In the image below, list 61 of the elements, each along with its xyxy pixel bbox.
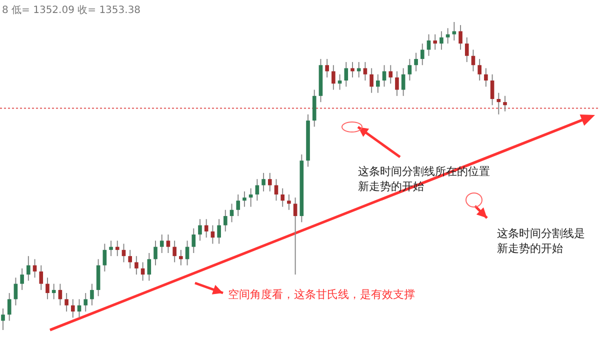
candlestick: [154, 240, 158, 266]
candlestick: [401, 68, 406, 96]
candlestick: [198, 218, 202, 242]
candlestick: [242, 190, 246, 208]
candlestick: [46, 277, 50, 300]
candlestick: [64, 292, 68, 312]
candlestick: [70, 298, 75, 318]
candlestick: [109, 240, 113, 257]
candlestick: [115, 240, 120, 257]
candlestick: [363, 62, 368, 82]
candlestick: [280, 188, 284, 208]
candlestick: [332, 64, 336, 90]
candlestick: [350, 62, 354, 78]
candlestick: [490, 74, 494, 106]
candlestick: [134, 256, 138, 276]
candlestick: [274, 178, 278, 202]
candlestick: [192, 228, 196, 254]
candlestick: [1, 308, 5, 330]
candlestick: [255, 178, 260, 202]
candlestick: [452, 22, 456, 41]
candlestick: [179, 249, 183, 266]
candlestick: [478, 58, 482, 82]
candlestick: [408, 58, 412, 82]
candlestick: [268, 172, 272, 192]
candlestick: [166, 234, 170, 254]
candlestick: [356, 62, 361, 78]
candlestick: [464, 36, 469, 63]
candlestick: [39, 264, 44, 290]
candlestick: [440, 30, 444, 50]
candlestick: [420, 43, 424, 66]
candlestick: [458, 24, 462, 50]
candlestick: [376, 74, 380, 94]
candlestick: [325, 58, 329, 78]
candlestick: [262, 172, 266, 192]
candlestick: [172, 240, 176, 263]
annotation: 这条时间分割线是新走势的开始: [497, 227, 585, 255]
candlestick: [147, 252, 152, 282]
candlestick: [7, 292, 12, 322]
candlestick: [128, 249, 132, 269]
candlestick: [344, 62, 348, 88]
candlestick: [433, 34, 438, 50]
candlestick: [496, 92, 501, 115]
candlestick: [102, 243, 107, 272]
candlestick: [395, 70, 399, 96]
candlestick: [293, 197, 298, 276]
annotation: 空间角度看，这条甘氏线，是有效支撑: [228, 288, 415, 301]
candlestick: [217, 218, 221, 244]
candlestick: [388, 64, 393, 84]
candlestick: [414, 52, 418, 72]
candlestick: [503, 95, 507, 112]
text: 8 低= 1352.09 收= 1353.38: [2, 5, 141, 16]
candlestick: [224, 209, 228, 232]
candlestick: [26, 256, 30, 282]
candlestick: [287, 194, 291, 210]
candlestick: [90, 283, 94, 306]
candlestick: [84, 292, 88, 312]
candlestick: [236, 194, 240, 217]
candlestick: [160, 234, 164, 254]
candlestick: [370, 68, 374, 94]
candlestick: [484, 68, 488, 88]
candlestick: [20, 268, 24, 290]
